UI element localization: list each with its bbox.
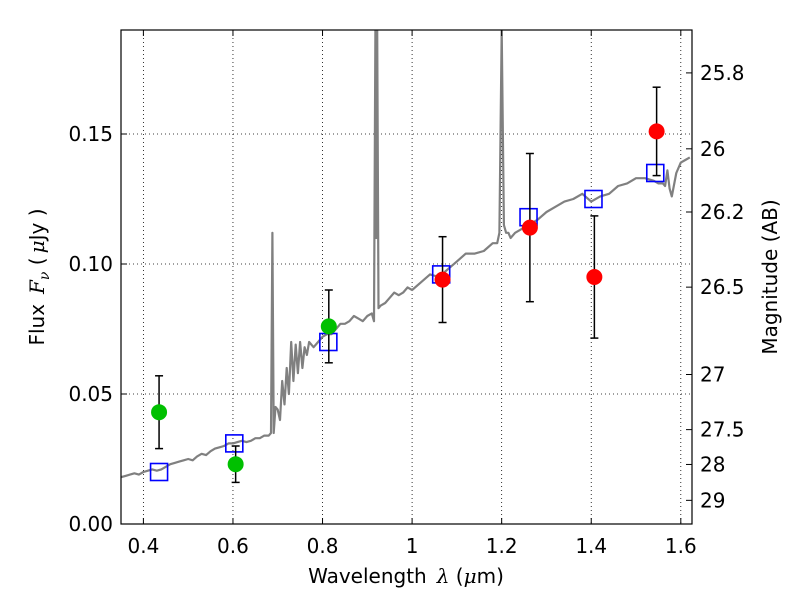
y2-tick-label: 26.5 (700, 275, 745, 299)
y-tick-label: 0.15 (68, 122, 113, 146)
y-tick-label: 0.05 (68, 382, 113, 406)
x-axis-label: Wavelength λ (μm) (308, 564, 504, 588)
x-tick-label: 0.6 (217, 534, 249, 558)
x-tick-label: 0.4 (127, 534, 159, 558)
x-tick-label: 1.2 (486, 534, 518, 558)
y2-tick-label: 26.2 (700, 200, 745, 224)
y-tick-label: 0.10 (68, 252, 113, 276)
sed-line (121, 30, 691, 479)
photometry-point (648, 123, 665, 140)
plot-frame (120, 29, 693, 525)
y2-tick-label: 29 (700, 488, 725, 512)
plot-area (121, 30, 691, 484)
y2-axis-label: Magnitude (AB) (758, 199, 782, 354)
model-square-point (225, 434, 244, 453)
x-tick-label: 1.4 (575, 534, 607, 558)
model-square-point (645, 163, 665, 183)
photometry-point (586, 269, 603, 285)
y-tick-label: 0.00 (68, 512, 113, 536)
grid (121, 30, 692, 525)
x-tick-label: 1.6 (665, 534, 697, 558)
y2-tick-label: 25.8 (700, 61, 745, 85)
y2-tick-label: 28 (700, 452, 725, 476)
axis-ticks: 0.4 0.6 0.8 1 1.2 1.4 1.6 0.00 0.05 0.10 0.15 25.8 2… (68, 30, 745, 558)
photometry-point (227, 456, 244, 473)
x-tick-label: 1 (406, 534, 419, 558)
model-square-point (584, 189, 603, 209)
y2-tick-label: 26 (700, 137, 725, 161)
photometry-point (320, 318, 337, 335)
y2-tick-label: 27 (700, 363, 725, 387)
model-square-point (149, 462, 169, 482)
x-tick-label: 0.8 (307, 534, 339, 558)
y2-tick-label: 27.5 (700, 418, 745, 442)
photometry-point (521, 219, 538, 236)
y-axis-label: FluxFν (μJy ) (25, 208, 53, 345)
photometry-point (434, 271, 451, 288)
photometry-point (151, 404, 168, 421)
